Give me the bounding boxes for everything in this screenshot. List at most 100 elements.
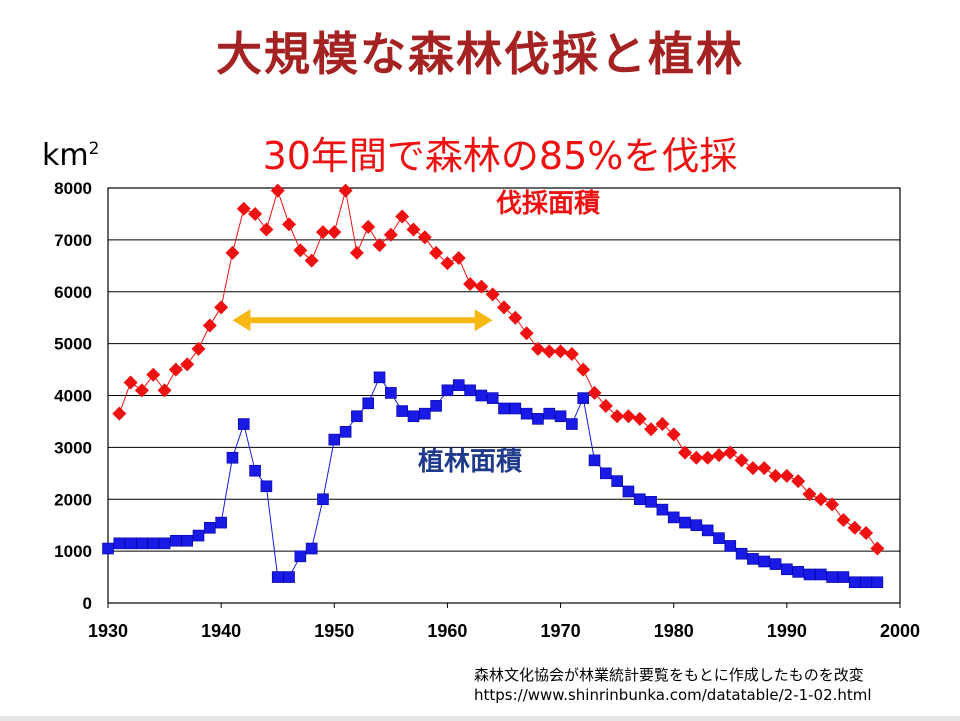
felling-point xyxy=(406,222,421,237)
planting-point xyxy=(600,467,612,480)
subtitle: 30年間で森林の85%を伐採 xyxy=(262,134,738,178)
planting-point xyxy=(577,392,590,404)
planting-point xyxy=(588,454,601,467)
y-tick-label: 5000 xyxy=(54,335,92,354)
felling-point xyxy=(644,422,659,437)
planting-point xyxy=(747,553,759,565)
felling-point xyxy=(598,398,613,413)
felling-point xyxy=(191,341,206,356)
planting-point xyxy=(871,576,884,589)
felling-point xyxy=(440,256,455,271)
felling-point xyxy=(689,450,704,465)
felling-point xyxy=(519,326,534,341)
planting-point xyxy=(226,451,239,464)
planting-point xyxy=(633,493,646,506)
planting-point xyxy=(362,397,375,410)
plot-frame xyxy=(107,187,901,604)
planting-point xyxy=(566,418,578,430)
x-tick-marks xyxy=(107,603,901,608)
page-title: 大規模な森林伐採と植林 xyxy=(216,27,744,81)
felling-point xyxy=(813,492,828,507)
felling-point xyxy=(451,251,466,266)
felling-point xyxy=(134,383,149,398)
felling-point xyxy=(530,341,545,356)
planting-point xyxy=(656,503,669,516)
felling-point xyxy=(497,300,511,315)
x-tick-label: 1960 xyxy=(427,621,467,641)
planting-point xyxy=(475,389,488,402)
y-tick-label: 0 xyxy=(83,594,92,613)
planting-point xyxy=(758,555,771,568)
felling-point xyxy=(463,276,478,291)
felling-point xyxy=(779,468,794,483)
planting-point xyxy=(837,571,850,583)
felling-point xyxy=(847,520,862,535)
bottom-bar xyxy=(0,716,960,721)
felling-point xyxy=(361,219,376,234)
felling-point xyxy=(214,300,229,315)
felling-point xyxy=(225,245,240,260)
felling-point xyxy=(259,222,274,237)
planting-point xyxy=(622,485,635,498)
felling-point xyxy=(564,347,579,361)
planting-point xyxy=(724,540,737,552)
felling-point xyxy=(508,310,523,325)
felling-point xyxy=(553,344,568,359)
felling-point xyxy=(202,318,217,333)
planting-point xyxy=(385,387,397,399)
planting-point xyxy=(339,426,352,438)
y-tick-label: 8000 xyxy=(54,179,92,198)
y-tick-label: 1000 xyxy=(54,542,92,561)
felling-point xyxy=(248,206,263,221)
planting-point xyxy=(781,563,793,576)
felling-point xyxy=(383,227,398,242)
planting-point xyxy=(554,410,567,423)
planting-point xyxy=(826,571,838,583)
felling-point xyxy=(870,541,885,556)
felling-series-label: 伐採面積 xyxy=(496,188,600,218)
felling-point xyxy=(621,409,636,424)
x-tick-label: 2000 xyxy=(880,621,920,641)
planting-point xyxy=(645,496,657,508)
felling-point xyxy=(327,225,342,240)
planting-point xyxy=(192,529,205,542)
planting-point xyxy=(237,418,250,430)
y-tick-label: 6000 xyxy=(54,283,92,302)
planting-point xyxy=(860,576,872,589)
planting-point xyxy=(679,516,691,529)
felling-point xyxy=(859,525,874,540)
felling-point xyxy=(768,468,783,483)
felling-point xyxy=(757,461,772,476)
felling-point xyxy=(711,448,726,463)
x-tick-label: 1990 xyxy=(767,621,807,641)
planting-point xyxy=(509,402,522,415)
felling-point xyxy=(236,201,251,216)
series-line-diamond xyxy=(118,188,878,549)
planting-point xyxy=(441,384,454,397)
felling-point xyxy=(168,362,183,377)
felling-point xyxy=(315,225,330,240)
planting-point xyxy=(351,410,363,423)
y-tick-label: 4000 xyxy=(54,387,92,406)
planting-point xyxy=(814,568,827,581)
source-note: 森林文化協会が林業統計要覧をもとに作成したものを改変 xyxy=(474,666,864,684)
felling-point xyxy=(349,245,364,260)
x-tick-label: 1940 xyxy=(201,621,241,641)
planting-point xyxy=(283,571,295,583)
planting-point xyxy=(543,407,556,420)
planting-point xyxy=(328,433,341,446)
felling-point xyxy=(700,450,715,465)
planting-point xyxy=(260,480,273,493)
felling-point xyxy=(338,183,353,198)
planting-point xyxy=(486,392,499,404)
planting-point xyxy=(611,475,623,487)
planting-point xyxy=(158,537,171,550)
arrow-head-right xyxy=(474,309,493,332)
planting-point xyxy=(181,534,193,547)
planting-point xyxy=(418,407,431,420)
felling-point xyxy=(372,238,387,253)
planting-point xyxy=(249,464,261,477)
felling-point xyxy=(734,453,749,468)
planting-point xyxy=(136,537,148,550)
